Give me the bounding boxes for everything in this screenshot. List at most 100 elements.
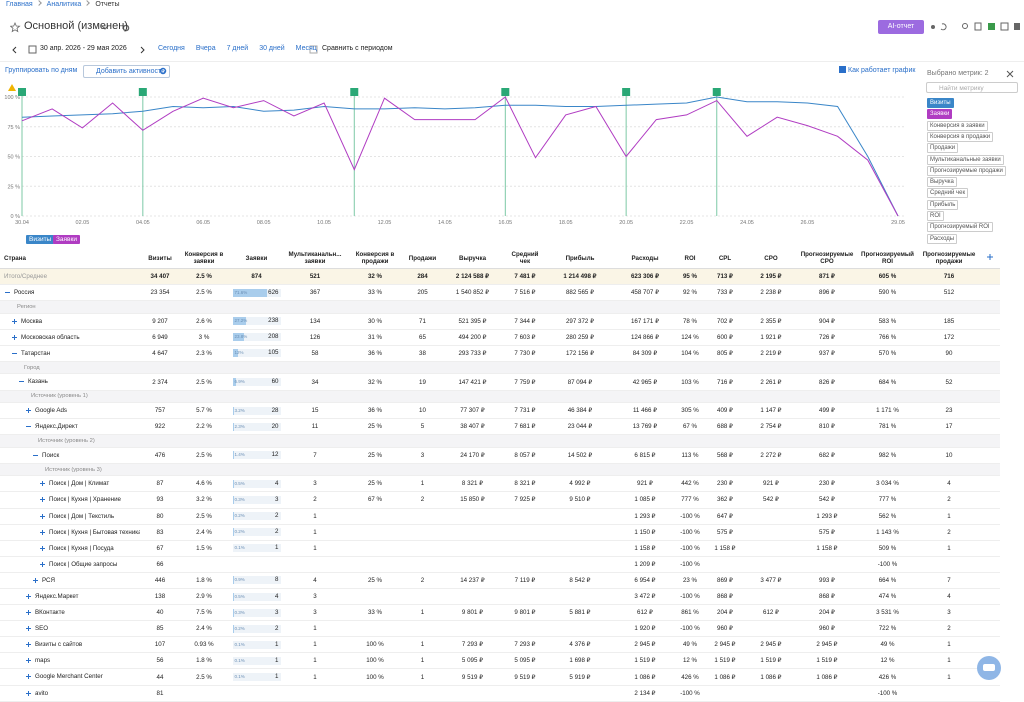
expand-icon[interactable] (25, 690, 32, 697)
legend-chip[interactable]: Заявки (53, 235, 80, 244)
doc-icon[interactable] (1014, 23, 1020, 30)
column-header[interactable]: Конверсия в продажи (345, 248, 405, 269)
activity-marker[interactable] (713, 88, 721, 96)
column-header[interactable]: Прибыль (545, 248, 615, 269)
share-icon[interactable] (931, 25, 935, 29)
row-name[interactable]: Яндекс.Директ (35, 423, 78, 430)
row-name[interactable]: РСЯ (42, 577, 55, 584)
group-by[interactable]: Группировать по дням (5, 67, 77, 74)
metric-item[interactable]: Прогнозируемый ROI (927, 222, 993, 232)
expand-icon[interactable] (39, 513, 46, 520)
metric-item[interactable]: Прогнозируемые продажи (927, 166, 1006, 176)
expand-icon[interactable] (39, 561, 46, 568)
column-header[interactable]: Средний чек (505, 248, 545, 269)
column-header[interactable]: ROI (675, 248, 705, 269)
column-header[interactable]: Продажи (405, 248, 440, 269)
column-header[interactable]: CPO (745, 248, 797, 269)
next-period[interactable] (141, 47, 144, 53)
compare-label[interactable]: Сравнить с периодом (322, 45, 393, 52)
expand-icon[interactable] (25, 641, 32, 648)
period-preset[interactable]: Вчера (196, 45, 216, 52)
column-header[interactable]: Расходы (615, 248, 675, 269)
period-preset[interactable]: Сегодня (158, 45, 185, 52)
search-icon[interactable] (963, 24, 968, 29)
calendar-icon[interactable] (29, 46, 36, 53)
row-name[interactable]: Россия (14, 289, 34, 296)
period-preset[interactable]: 7 дней (227, 45, 249, 52)
expand-icon[interactable] (11, 350, 18, 357)
metric-item[interactable]: Средний чек (927, 188, 968, 198)
column-header[interactable]: Конверсия в заявки (180, 248, 228, 269)
row-name[interactable]: Казань (28, 379, 48, 386)
date-range[interactable]: 30 апр. 2026 - 29 мая 2026 (40, 45, 127, 52)
report-title[interactable]: Основной (изменен) (24, 20, 128, 32)
activity-marker[interactable] (139, 88, 147, 96)
metric-search[interactable]: Найти метрику (926, 82, 1018, 93)
chat-button[interactable] (976, 655, 1002, 681)
expand-icon[interactable] (25, 625, 32, 632)
row-name[interactable]: ВКонтакте (35, 609, 65, 616)
table-icon[interactable] (1001, 23, 1008, 30)
row-name[interactable]: avito (35, 690, 48, 697)
breadcrumb[interactable]: Главная (6, 1, 33, 8)
metric-item[interactable]: ROI (927, 211, 944, 221)
expand-icon[interactable] (25, 423, 32, 430)
row-name[interactable]: Google Merchant Center (35, 674, 103, 681)
column-header[interactable]: Прогнозируемый ROI (857, 248, 918, 269)
expand-icon[interactable] (18, 378, 25, 385)
breadcrumb[interactable]: Аналитика (33, 1, 82, 8)
activity-marker[interactable] (350, 88, 358, 96)
column-header[interactable]: Прогнозируемые продажи (918, 248, 980, 269)
star-icon[interactable] (11, 23, 20, 32)
excel-icon[interactable] (988, 23, 995, 30)
expand-icon[interactable] (39, 496, 46, 503)
add-activity-button[interactable]: Добавить активность (83, 65, 170, 78)
row-name[interactable]: Поиск | Общие запросы (49, 561, 117, 568)
column-header[interactable]: Мультиканальн... заявки (285, 248, 345, 269)
column-header[interactable]: Страна (0, 248, 140, 269)
row-name[interactable]: Поиск | Дом | Текстиль (49, 513, 114, 520)
download-icon[interactable] (975, 23, 981, 30)
metric-item[interactable]: Продажи (927, 143, 958, 153)
expand-icon[interactable] (11, 334, 18, 341)
metric-item[interactable]: Визиты (927, 98, 954, 108)
period-preset[interactable]: 30 дней (259, 45, 284, 52)
expand-icon[interactable] (39, 545, 46, 552)
expand-icon[interactable] (25, 407, 32, 414)
column-header[interactable]: Визиты (140, 248, 180, 269)
legend-chip[interactable]: Визиты (26, 235, 54, 244)
add-column[interactable] (980, 248, 1000, 269)
metric-item[interactable]: Мультиканальные заявки (927, 155, 1004, 165)
expand-icon[interactable] (11, 318, 18, 325)
column-header[interactable]: CPL (705, 248, 745, 269)
row-name[interactable]: Яндекс.Маркет (35, 593, 78, 600)
chart-settings-icon[interactable] (158, 66, 168, 76)
period-preset[interactable]: Месяц (296, 45, 317, 52)
metric-item[interactable]: Выручка (927, 177, 957, 187)
row-name[interactable]: Поиск | Кухня | Бытовая техника (49, 529, 140, 536)
metric-item[interactable]: Конверсия в заявки (927, 121, 988, 131)
row-name[interactable]: Поиск | Кухня | Хранение (49, 497, 121, 504)
row-name[interactable]: Поиск (42, 452, 59, 459)
metric-item[interactable]: Расходы (927, 234, 957, 244)
expand-icon[interactable] (39, 529, 46, 536)
expand-icon[interactable] (25, 593, 32, 600)
row-name[interactable]: maps (35, 657, 50, 664)
expand-icon[interactable] (25, 657, 32, 664)
metric-item[interactable]: Заявки (927, 109, 952, 119)
refresh-icon[interactable] (941, 24, 946, 30)
row-name[interactable]: SEO (35, 625, 48, 632)
row-name[interactable]: Поиск | Кухня | Посуда (49, 545, 114, 552)
column-header[interactable]: Заявки (228, 248, 285, 269)
activity-marker[interactable] (622, 88, 630, 96)
close-icon[interactable] (1006, 70, 1014, 78)
column-header[interactable]: Выручка (440, 248, 505, 269)
row-name[interactable]: Татарстан (21, 350, 50, 357)
row-name[interactable]: Поиск | Дом | Климат (49, 480, 109, 487)
column-header[interactable]: Прогнозируемые CPO (797, 248, 857, 269)
metric-item[interactable]: Конверсия в продажи (927, 132, 993, 142)
expand-icon[interactable] (32, 452, 39, 459)
row-name[interactable]: Московская область (21, 334, 80, 341)
ai-report-button[interactable]: AI-отчет (878, 20, 924, 34)
expand-icon[interactable] (39, 480, 46, 487)
